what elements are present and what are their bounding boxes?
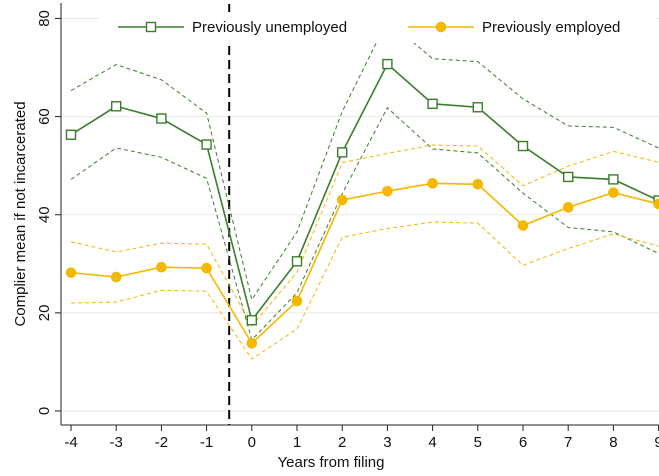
legend-swatch-marker <box>435 21 447 33</box>
data-point-series-0 <box>427 98 438 110</box>
data-point-series-1 <box>608 187 619 198</box>
y-tick-label: 40 <box>36 206 53 223</box>
legend-background <box>100 12 656 43</box>
data-point-series-1 <box>110 271 122 283</box>
x-tick-label: -3 <box>110 434 123 451</box>
data-point-series-1 <box>65 267 77 278</box>
y-tick-label: 0 <box>36 407 53 415</box>
x-tick-label: -1 <box>200 434 213 451</box>
data-point-series-1 <box>427 178 438 189</box>
x-tick-label: 7 <box>564 434 572 451</box>
data-point-series-1 <box>382 185 393 197</box>
x-tick-label: 3 <box>383 434 391 451</box>
data-point-series-0 <box>201 139 212 150</box>
marker-layer <box>65 58 659 349</box>
legend-label: Previously employed <box>482 19 620 36</box>
x-tick-label: -4 <box>64 434 77 451</box>
y-tick-label: 20 <box>36 305 53 322</box>
series-line-1 <box>70 182 659 345</box>
x-tick-label: -2 <box>155 434 168 451</box>
x-tick-label: 4 <box>428 434 436 451</box>
x-tick-label: 9 <box>654 434 659 451</box>
data-point-series-1 <box>201 262 212 274</box>
series-line-0 <box>70 62 659 323</box>
x-tick-label: 2 <box>338 434 346 451</box>
data-point-series-0 <box>517 140 529 152</box>
data-layer <box>70 4 659 425</box>
data-point-series-0 <box>156 113 167 124</box>
ci-upper-line-series-1 <box>70 144 659 327</box>
data-point-series-0 <box>337 147 348 158</box>
data-point-series-1 <box>156 261 167 273</box>
data-point-series-0 <box>110 101 122 112</box>
legend-label: Previously unemployed <box>192 19 347 36</box>
axes-layer: 0 20 40 60 80 -4 -3 -2 -1 0 1 2 3 4 5 6 7 8 9 <box>36 3 659 451</box>
y-axis-title: Complier mean if not incarcerated <box>12 101 29 326</box>
y-tick-label: 60 <box>36 108 53 125</box>
data-point-series-1 <box>336 194 348 206</box>
data-point-series-0 <box>563 171 574 183</box>
data-point-series-0 <box>65 129 77 140</box>
data-point-series-1 <box>472 178 484 190</box>
x-tick-label: 6 <box>519 434 527 451</box>
data-point-series-0 <box>608 174 619 185</box>
data-point-series-1 <box>291 295 303 307</box>
ci-lower-line-series-1 <box>70 221 659 360</box>
ci-lower-line-series-0 <box>70 106 659 341</box>
data-point-series-0 <box>472 102 483 113</box>
x-tick-label: 8 <box>609 434 617 451</box>
data-point-series-1 <box>562 202 574 213</box>
legend: Previously unemployed Previously employed <box>100 12 656 43</box>
legend-swatch-marker <box>145 21 157 33</box>
data-point-series-0 <box>291 256 303 267</box>
data-point-series-1 <box>653 198 659 210</box>
ci-upper-line-series-0 <box>70 19 659 301</box>
grid-layer <box>61 17 659 412</box>
y-tick-label: 80 <box>36 10 53 27</box>
data-point-series-0 <box>246 315 258 326</box>
x-axis-title: Years from filing <box>278 454 385 471</box>
data-point-series-1 <box>246 337 258 349</box>
data-point-series-0 <box>382 58 393 70</box>
x-tick-label: 0 <box>248 434 256 451</box>
data-point-series-1 <box>517 220 529 231</box>
x-tick-label: 1 <box>293 434 301 451</box>
x-tick-label: 5 <box>474 434 482 451</box>
